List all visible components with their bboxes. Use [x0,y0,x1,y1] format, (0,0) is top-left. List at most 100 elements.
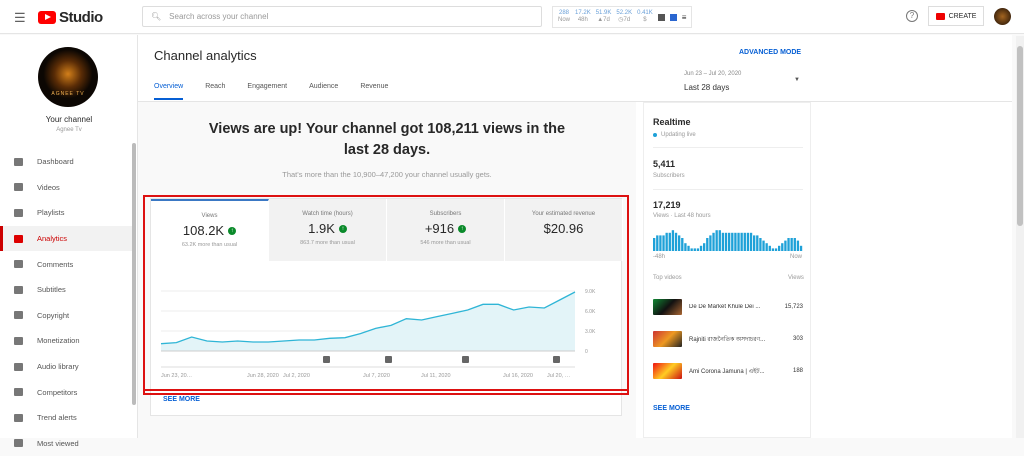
chevron-down-icon[interactable]: ▼ [794,77,800,83]
sidebar-item-most-viewed[interactable]: Most viewed [0,431,132,456]
realtime-bar [737,233,739,251]
sidebar-item-audio-library[interactable]: Audio library [0,354,132,380]
video-published-icon[interactable] [385,356,392,363]
search-input[interactable]: 🔍︎Search across your channel [142,6,542,27]
videos-icon [14,183,23,191]
tab-engagement[interactable]: Engagement [247,83,287,100]
video-published-icon[interactable] [323,356,330,363]
realtime-bar [775,248,777,251]
date-range[interactable]: Jun 23 – Jul 20, 2020 [684,71,741,77]
realtime-bar [759,238,761,251]
date-range-label[interactable]: Last 28 days [684,83,729,92]
metric-label: Subscribers [387,211,504,217]
advanced-mode-link[interactable]: ADVANCED MODE [739,49,801,56]
metric-value: 108.2K [183,223,224,238]
x-tick-label: Jul 11, 2020 [421,373,451,379]
sidebar-item-videos[interactable]: Videos [0,175,132,201]
stat: 51.9K▲7d [596,10,612,24]
realtime-bar [712,233,714,251]
video-published-icon[interactable] [462,356,469,363]
sidebar-item-subtitles[interactable]: Subtitles [0,277,132,303]
audio-library-icon [14,363,23,371]
y-tick-label: 3.0K [585,329,596,335]
sidebar-item-competitors[interactable]: Competitors [0,379,132,405]
realtime-bar [741,233,743,251]
realtime-bar [797,241,799,251]
sidebar-item-trend-alerts[interactable]: Trend alerts [0,405,132,431]
extension-icon[interactable] [670,14,677,21]
realtime-bar [716,230,718,251]
subtitles-icon [14,286,23,294]
create-button[interactable]: CREATE [928,6,984,26]
list-icon[interactable]: ≡ [682,13,687,22]
realtime-bar [769,246,771,251]
menu-icon[interactable]: ☰ [14,10,26,26]
list-item[interactable]: Rajniti রাজনৈতিক অসদাচরণ...303 [653,330,803,348]
realtime-bar [675,233,677,251]
camera-icon[interactable] [658,14,665,21]
avatar[interactable] [994,8,1011,25]
realtime-bar [703,243,705,251]
most-viewed-icon [14,439,23,447]
sidebar-item-copyright[interactable]: Copyright [0,303,132,329]
realtime-card: Realtime Updating live 5,411 Subscribers… [643,102,811,438]
views-count: 17,219 [653,200,681,210]
list-item[interactable]: Ami Corona Jamuna | এইট...188 [653,362,803,380]
x-tick-label: Jun 28, 2020 [247,373,279,379]
sidebar-item-analytics[interactable]: Analytics [0,226,132,252]
x-tick-label: Jul 7, 2020 [363,373,390,379]
help-icon[interactable]: ? [906,10,918,22]
page-scrollbar[interactable] [1016,36,1024,438]
realtime-bar [691,248,693,251]
realtime-bar [719,230,721,251]
realtime-bar [681,238,683,251]
metric-value: 1.9K [308,221,335,236]
realtime-bar [753,235,755,251]
video-published-icon[interactable] [553,356,560,363]
tab-revenue[interactable]: Revenue [360,83,388,100]
top-bar: ☰ Studio 🔍︎Search across your channel 28… [0,0,1024,34]
video-camera-icon [936,13,945,20]
comments-icon [14,260,23,268]
sidebar-item-playlists[interactable]: Playlists [0,200,132,226]
realtime-bar [678,235,680,251]
channel-logo[interactable]: AGNEE TV [38,47,98,107]
sidebar-scrollbar[interactable] [132,143,136,405]
top-videos-label: Top videos [653,275,682,281]
trend-alerts-icon [14,414,23,422]
subline: That's more than the 10,900–47,200 your … [150,170,624,179]
realtime-bar [800,246,802,251]
metric-note: 546 more than usual [387,240,504,246]
metric-tab-1[interactable]: Watch time (hours)1.9K↑863.7 more than u… [269,199,387,261]
realtime-bar [684,243,686,251]
video-thumbnail [653,331,682,347]
arrow-up-icon: ↑ [228,227,236,235]
x-tick-label: Jul 16, 2020 [503,373,533,379]
see-more-link[interactable]: SEE MORE [163,396,200,403]
tab-audience[interactable]: Audience [309,83,338,100]
realtime-bar [706,238,708,251]
realtime-bar [700,246,702,251]
metric-tab-2[interactable]: Subscribers+916↑546 more than usual [387,199,505,261]
sidebar-item-dashboard[interactable]: Dashboard [0,149,132,175]
tab-reach[interactable]: Reach [205,83,225,100]
realtime-bar [728,233,730,251]
realtime-bar [791,238,793,251]
metric-tab-3[interactable]: Your estimated revenue$20.96 [505,199,623,261]
realtime-see-more-link[interactable]: SEE MORE [653,405,690,412]
realtime-title: Realtime [653,117,691,127]
list-item[interactable]: De De Market Khule Dei ...15,723 [653,298,803,316]
studio-logo[interactable]: Studio [38,9,103,26]
realtime-bar [734,233,736,251]
live-status: Updating live [661,132,696,138]
sidebar-item-comments[interactable]: Comments [0,251,132,277]
tab-overview[interactable]: Overview [154,83,183,100]
sidebar-item-monetization[interactable]: Monetization [0,328,132,354]
competitors-icon [14,388,23,396]
views-column-label: Views [788,275,804,281]
x-tick-label: Jul 2, 2020 [283,373,310,379]
